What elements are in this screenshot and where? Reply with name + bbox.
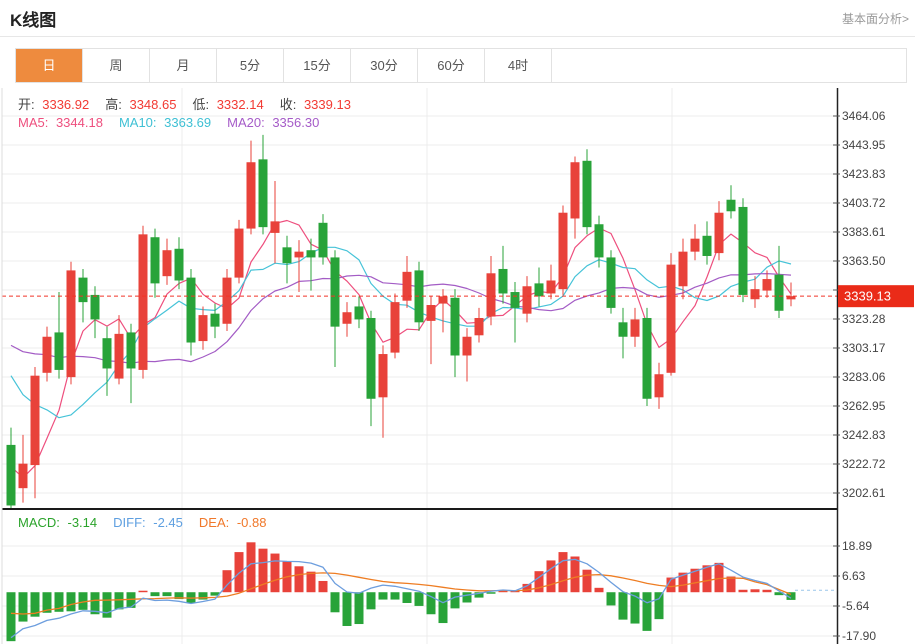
ma-ma10: MA10: 3363.69: [118, 115, 212, 130]
tab-5min[interactable]: 5分: [217, 49, 284, 82]
price-axis-label: 3222.72: [842, 457, 886, 471]
fundamental-analysis-link[interactable]: 基本面分析>: [841, 12, 909, 26]
svg-text:3339.13: 3339.13: [844, 289, 891, 304]
price-axis-label: 3283.06: [842, 370, 886, 384]
last-price-badge: 3339.13: [838, 285, 914, 308]
macd-readout: MACD: -3.14 DIFF: -2.45 DEA: -0.88: [18, 515, 282, 530]
price-axis-label: 3464.06: [842, 109, 886, 123]
price-axis-label: 3262.95: [842, 399, 886, 413]
price-axis-label: 3363.50: [842, 254, 886, 268]
price-axis-label: 3202.61: [842, 486, 886, 500]
tab-30min[interactable]: 30分: [351, 49, 418, 82]
price-axis-labels: 3464.06 3443.95 3423.83 3403.72 3383.61 3363.…: [833, 109, 886, 643]
candles-layer: [6, 134, 796, 508]
timeframe-tabbar: 日 周 月 5分 15分 30分 60分 4时: [15, 48, 907, 83]
tab-spacer: [552, 49, 906, 82]
ohlc-readout: 开: 3336.92 高: 3348.65 低: 3332.14 收: 3339.13: [18, 94, 367, 113]
macd-macd: MACD: -3.14: [18, 515, 98, 530]
price-axis-label: 3323.28: [842, 312, 886, 326]
macd-axis-label: 18.89: [842, 539, 872, 553]
diff-line: [10, 558, 792, 639]
ma-ma20: MA20: 3356.30: [227, 115, 320, 130]
price-axis-label: 3443.95: [842, 138, 886, 152]
ma-ma5: MA5: 3344.18: [18, 115, 103, 130]
macd-diff: DIFF: -2.45: [113, 515, 183, 530]
tab-15min[interactable]: 15分: [284, 49, 351, 82]
macd-axis-label: -17.90: [842, 629, 876, 643]
tab-week[interactable]: 周: [83, 49, 150, 82]
price-axis-label: 3242.83: [842, 428, 886, 442]
macd-bars-layer: [6, 542, 796, 642]
tab-60min[interactable]: 60分: [418, 49, 485, 82]
ohlc-low: 低: 3332.14: [192, 97, 264, 112]
page-title: K线图: [10, 11, 57, 30]
ohlc-high: 高: 3348.65: [105, 97, 177, 112]
macd-dea: DEA: -0.88: [198, 515, 267, 530]
macd-axis-label: 6.63: [842, 569, 866, 583]
macd-axis-label: -5.64: [842, 599, 870, 613]
ohlc-close: 收: 3339.13: [279, 97, 351, 112]
price-axis-label: 3423.83: [842, 167, 886, 181]
chart-area[interactable]: 3464.06 3443.95 3423.83 3403.72 3383.61 3363.…: [0, 88, 915, 644]
ma-readout: MA5: 3344.18 MA10: 3363.69 MA20: 3356.30: [18, 115, 335, 130]
tab-day[interactable]: 日: [16, 49, 83, 82]
price-axis-label: 3303.17: [842, 341, 886, 355]
kline-chart-canvas[interactable]: 3464.06 3443.95 3423.83 3403.72 3383.61 3363.…: [0, 88, 915, 644]
ohlc-open: 开: 3336.92: [18, 97, 90, 112]
tab-month[interactable]: 月: [150, 49, 217, 82]
price-axis-label: 3383.61: [842, 225, 886, 239]
tab-4hour[interactable]: 4时: [485, 49, 552, 82]
header-divider: [0, 36, 915, 37]
price-axis-label: 3403.72: [842, 196, 886, 210]
